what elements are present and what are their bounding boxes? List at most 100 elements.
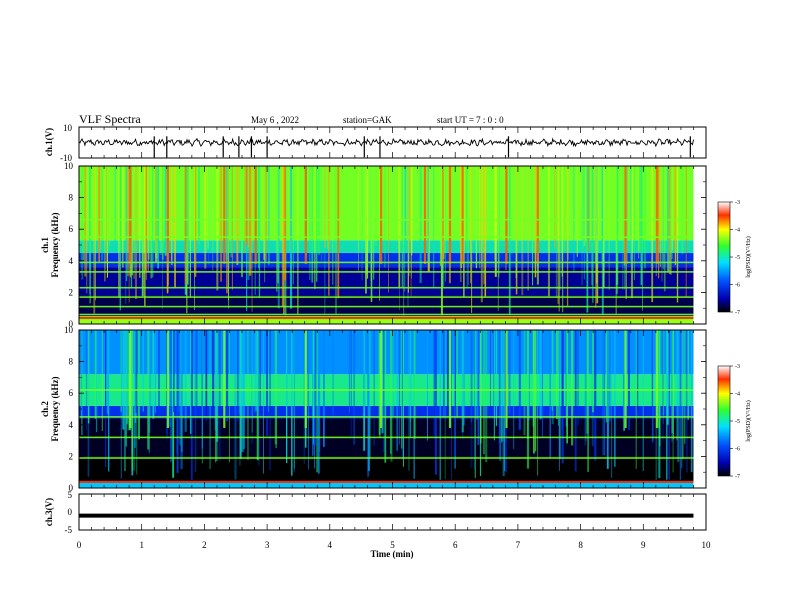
time-tick-label: 1 [139,540,144,550]
spectrogram-stripe [155,166,158,258]
ch1-ytick-top: 10 [63,123,73,133]
spectrogram-stripe [370,166,373,302]
spectrogram-stripe [408,166,410,276]
spectrogram-stripe [314,166,316,290]
spectrogram-stripe [212,330,215,417]
spectrogram-stripe [86,166,88,294]
spectrogram-stripe [684,330,686,444]
spectrogram-stripe [184,330,187,432]
spectrogram-stripe [207,166,209,249]
spectrogram-stripe [671,330,673,434]
spectrogram-stripe [311,166,314,283]
spectrogram-stripe [685,330,688,473]
spectrogram-stripe [562,166,564,313]
spectrogram-stripe [628,330,630,430]
spectrogram-stripe [651,166,654,303]
spectrogram-stripe [170,330,172,462]
spectrogram-stripe [484,166,487,297]
spectrogram-stripe [462,330,464,439]
spectrogram-stripe [312,330,315,419]
colorbar-tick-label: -3 [735,200,740,206]
ch2-colorbar: -3 -4 -5 -6 -7 log(PSD)(V²/Hz) [717,364,752,480]
spectrogram-burst [624,166,627,264]
spectrogram-stripe [667,166,669,272]
spectrogram-stripe [180,330,182,446]
spectrogram-stripe [87,330,90,424]
spectrogram-stripe [205,330,208,421]
spectrogram-stripe [528,330,530,421]
spectrogram-stripe [275,330,277,449]
spectrogram-stripe [106,166,109,255]
spectrogram-stripe [94,166,96,301]
spectrogram-stripe [332,330,334,416]
spectrogram-stripe [309,166,311,280]
colorbar-tick-label: -5 [735,419,740,425]
spectrogram-stripe [401,166,403,289]
spectrogram-stripe [556,330,558,419]
spectrogram-stripe [118,166,120,297]
spectrogram-stripe [463,330,465,426]
spectrogram-stripe [559,166,561,291]
spectrogram-burst [536,166,539,264]
spectrogram-stripe [361,166,363,281]
spectrogram-stripe [231,166,233,290]
spectrogram-burst [380,330,383,428]
spectrogram-stripe [611,330,613,478]
spectrogram-burst [166,330,169,428]
spectrogram-stripe [533,330,535,454]
spectrogram-stripe [264,166,266,283]
spectrogram-stripe [323,330,325,447]
spectrogram-stripe [114,166,116,249]
spectrogram-stripe [254,330,256,413]
spectrogram-stripe [141,166,144,297]
spectrogram-stripe [532,166,534,286]
spectrogram-tone [79,457,694,459]
spectrogram-stripe [566,330,568,444]
spectrogram-stripe [574,330,577,472]
spectrogram-stripe [681,166,684,255]
spectrogram-stripe [109,166,110,246]
spectrogram-stripe [451,330,452,480]
spectrogram-stripe [244,166,246,254]
ch3-ytick-top: 5 [68,490,73,500]
spectrogram-stripe [470,330,473,423]
spectrogram-stripe [454,330,456,457]
spectrogram-stripe [410,166,412,279]
spectrogram-tone [79,313,694,316]
spectrogram-stripe [247,330,249,461]
spectrogram-stripe [666,330,669,425]
spectrogram-stripe [135,166,137,299]
spectrogram-tone [79,218,694,221]
spectrogram-stripe [470,330,473,468]
spectrogram-stripe [433,330,436,436]
spectrogram-stripe [409,330,412,437]
time-tick-label: 9 [641,540,646,550]
spectrogram-stripe [89,166,91,304]
spectrogram-stripe [120,330,122,479]
spectrogram-stripe [249,166,252,276]
freq-tick-label: 4 [69,256,74,266]
spectrogram-stripe [93,166,96,314]
spectrogram-stripe [607,330,609,457]
spectrogram-stripe [497,166,499,311]
spectrogram-stripe [142,330,144,412]
spectrogram-stripe [586,330,589,434]
spectrogram-stripe [268,166,270,265]
spectrogram-stripe [623,166,625,266]
spectrogram-stripe [583,166,585,280]
spectrogram-stripe [390,330,392,454]
spectrogram-stripe [447,330,449,418]
spectrogram-burst [461,166,464,264]
ch2-colorbar-gradient [717,365,731,477]
spectrogram-stripe [161,166,164,260]
spectrogram-stripe [663,166,666,292]
spectrogram-stripe [518,330,521,430]
spectrogram-stripe [150,166,152,279]
time-tick-label: 3 [265,540,270,550]
spectrogram-stripe [508,330,511,414]
spectrogram-stripe [658,166,660,279]
spectrogram-stripe [642,166,643,311]
spectrogram-stripe [616,166,619,285]
spectrogram-burst [505,166,508,264]
spectrogram-tone [79,389,694,391]
